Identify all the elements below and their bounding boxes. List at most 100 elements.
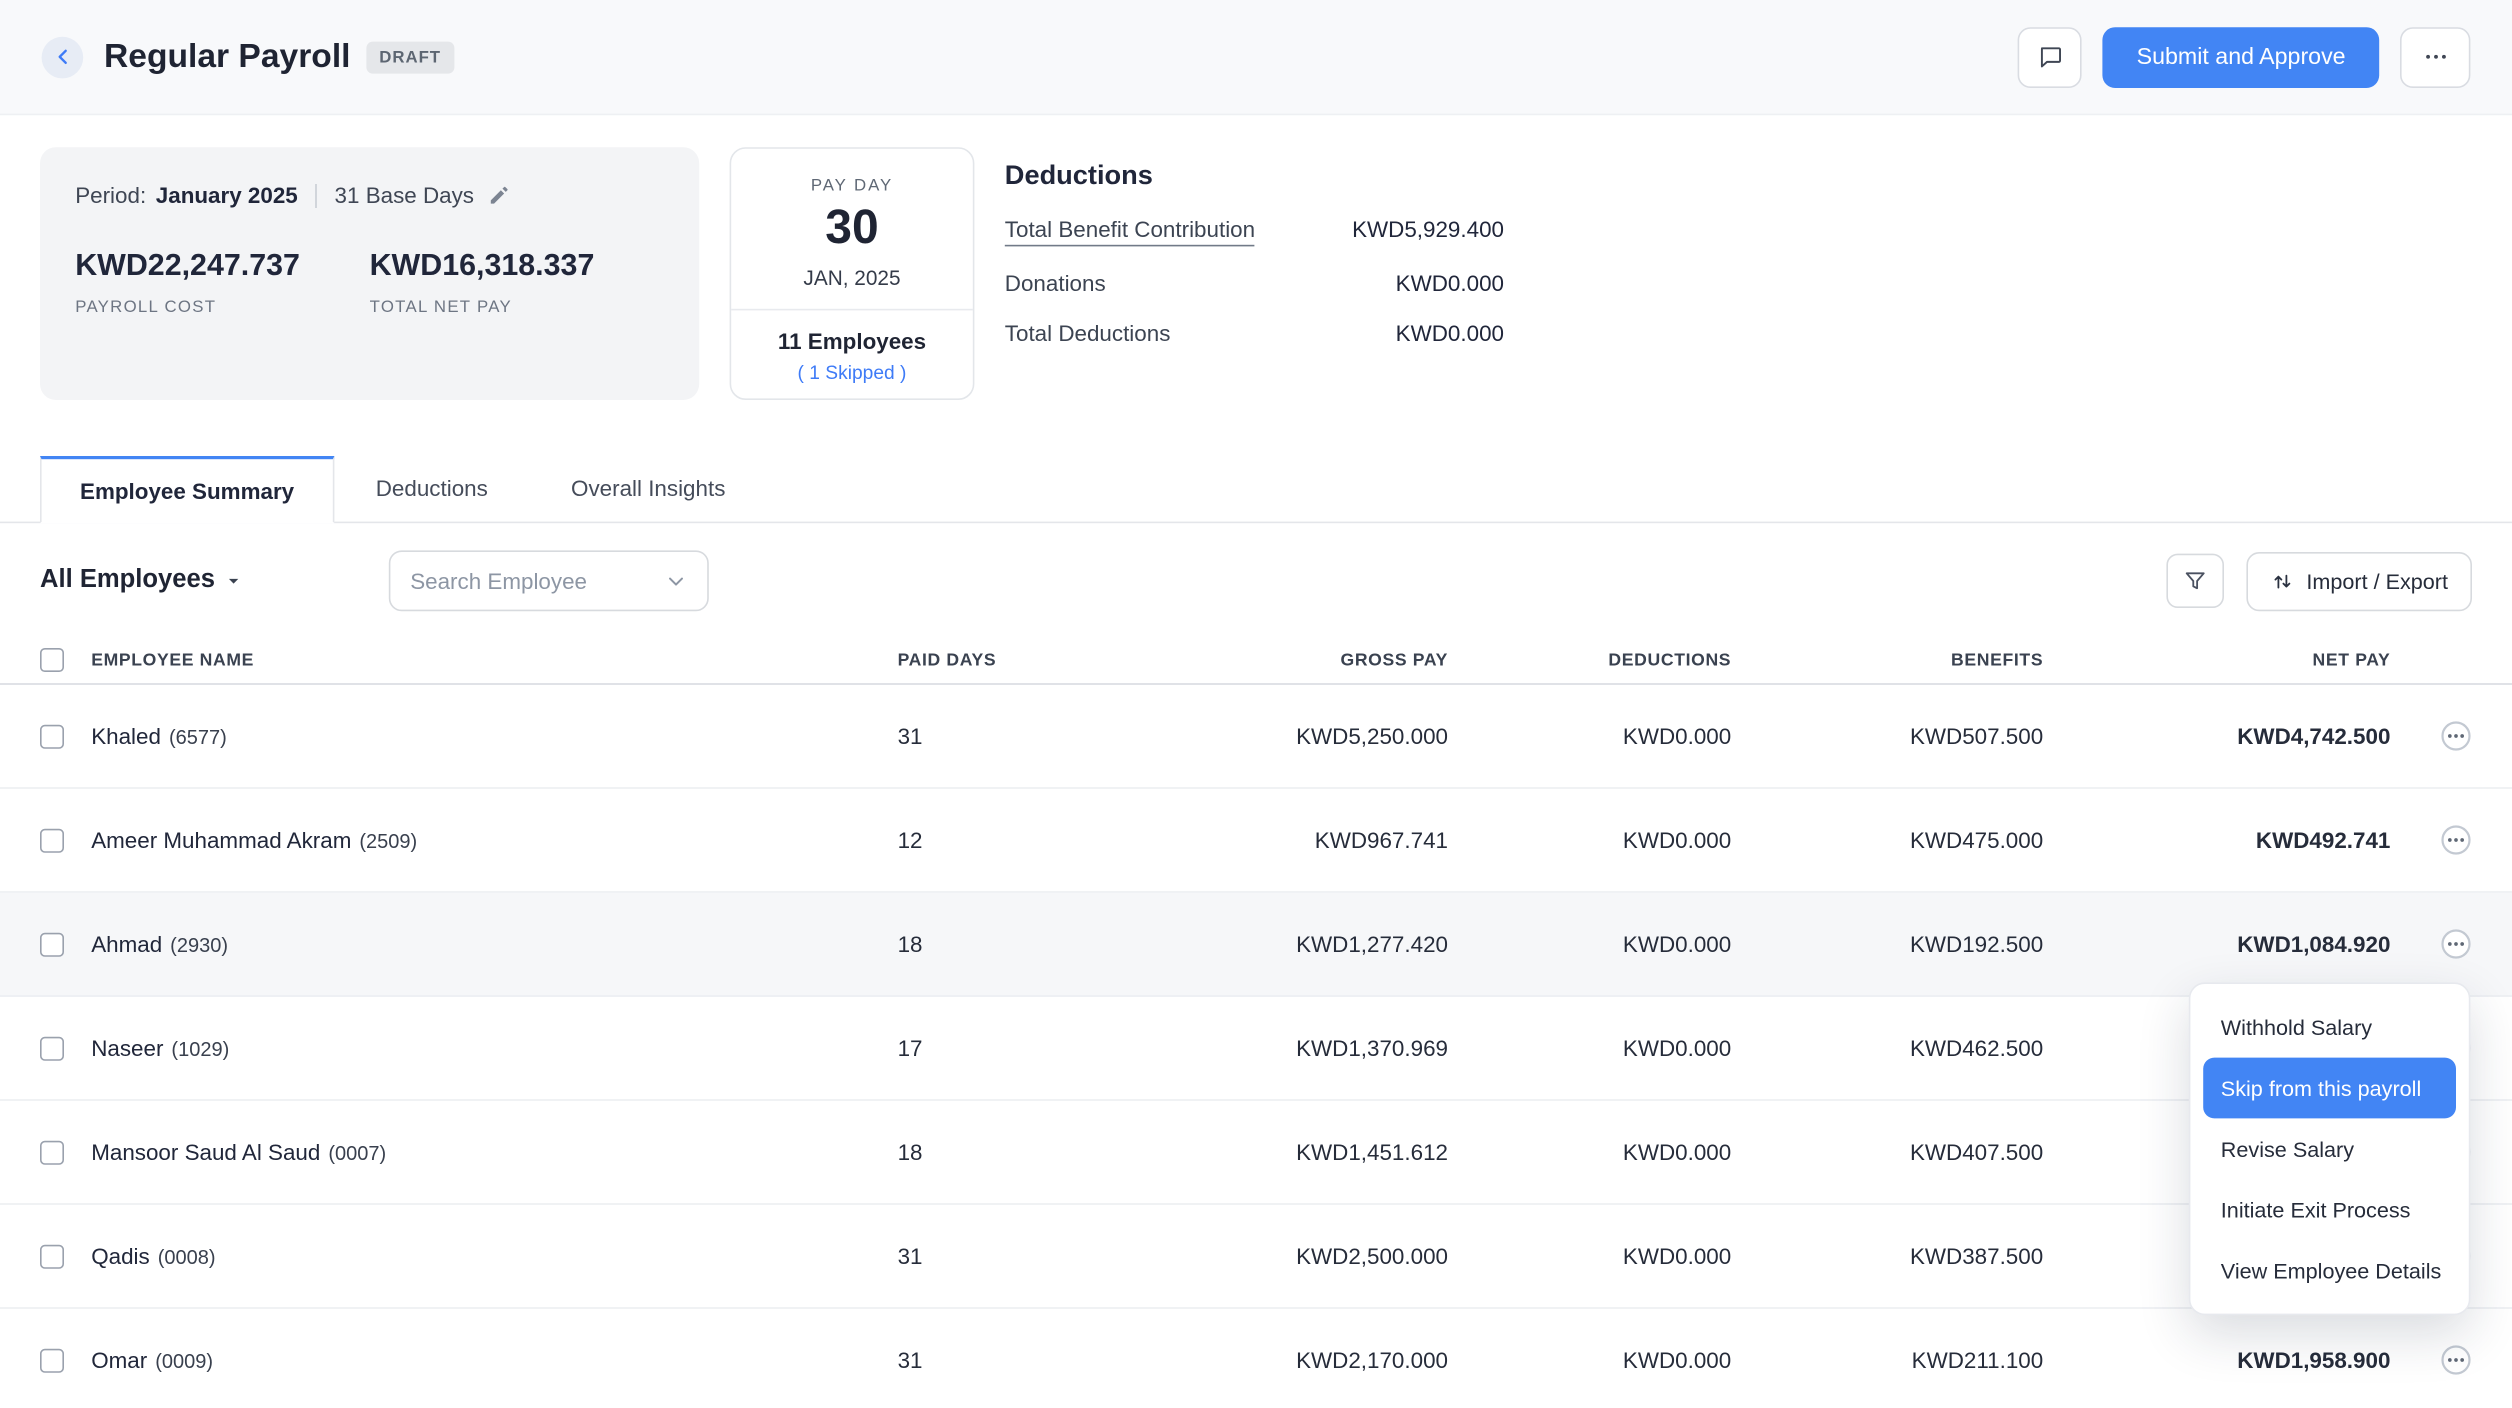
table-row[interactable]: Omar (0009) 31 KWD2,170.000 KWD0.000 KWD2… bbox=[0, 1309, 2512, 1408]
menu-item-initiate-exit-process[interactable]: Initiate Exit Process bbox=[2220, 1197, 2411, 1222]
table-row[interactable]: Khaled (6577) 31 KWD5,250.000 KWD0.000 KW… bbox=[0, 685, 2512, 789]
donations-label: Donations bbox=[1004, 270, 1106, 296]
gross-pay-cell: KWD1,451.612 bbox=[1296, 1139, 1448, 1165]
select-all-checkbox[interactable] bbox=[40, 648, 64, 672]
col-employee-name: EMPLOYEE NAME bbox=[91, 650, 255, 670]
payday-employees: 11 Employees bbox=[777, 328, 927, 354]
table-row[interactable]: Ameer Muhammad Akram (2509) 12 KWD967.741… bbox=[0, 789, 2512, 893]
employee-name[interactable]: Mansoor Saud Al Saud bbox=[91, 1139, 321, 1165]
deductions-cell: KWD0.000 bbox=[1622, 931, 1732, 957]
row-checkbox[interactable] bbox=[40, 828, 64, 852]
employee-id: (6577) bbox=[168, 726, 227, 749]
employee-name[interactable]: Ahmad bbox=[91, 931, 163, 957]
employee-name[interactable]: Naseer bbox=[91, 1035, 164, 1061]
benefits-cell: KWD211.100 bbox=[1911, 1347, 2044, 1373]
deduction-row: Total Deductions KWD0.000 bbox=[1005, 320, 1504, 346]
import-export-button[interactable]: Import / Export bbox=[2247, 551, 2472, 611]
deductions-cell: KWD0.000 bbox=[1622, 1243, 1732, 1269]
paid-days-cell: 31 bbox=[897, 723, 923, 749]
import-export-label: Import / Export bbox=[2306, 568, 2448, 593]
employee-id: (1029) bbox=[171, 1038, 230, 1061]
menu-item-withhold-salary[interactable]: Withhold Salary bbox=[2220, 1015, 2373, 1040]
menu-item-skip-from-payroll[interactable]: Skip from this payroll bbox=[2203, 1057, 2456, 1119]
chevron-down-icon[interactable] bbox=[665, 569, 689, 593]
employee-filter-label: All Employees bbox=[40, 566, 215, 594]
employee-id: (0007) bbox=[328, 1142, 387, 1165]
table-row[interactable]: Naseer (1029) 17 KWD1,370.969 KWD0.000 KW… bbox=[0, 997, 2512, 1101]
more-options-button[interactable] bbox=[2400, 26, 2471, 88]
total-deductions-label: Total Deductions bbox=[1004, 320, 1171, 346]
row-checkbox[interactable] bbox=[40, 932, 64, 956]
gross-pay-cell: KWD2,170.000 bbox=[1296, 1347, 1448, 1373]
employee-id: (2509) bbox=[359, 830, 418, 853]
table-row-selected[interactable]: Ahmad (2930) 18 KWD1,277.420 KWD0.000 KWD… bbox=[0, 892, 2512, 997]
search-input[interactable] bbox=[410, 568, 665, 594]
status-badge: DRAFT bbox=[366, 40, 454, 73]
employee-name[interactable]: Omar bbox=[91, 1347, 148, 1373]
funnel-icon bbox=[2186, 572, 2206, 590]
row-actions-button[interactable] bbox=[2438, 822, 2473, 857]
payday-date: JAN, 2025 bbox=[803, 265, 901, 290]
payday-card: PAY DAY 30 JAN, 2025 11 Employees ( 1 Sk… bbox=[729, 147, 975, 400]
edit-period-button[interactable] bbox=[488, 184, 510, 206]
deduction-row: Donations KWD0.000 bbox=[1005, 270, 1504, 296]
deductions-cell: KWD0.000 bbox=[1622, 1035, 1732, 1061]
row-actions-button[interactable] bbox=[2438, 718, 2473, 753]
row-actions-button[interactable] bbox=[2438, 926, 2473, 961]
employee-id: (0008) bbox=[157, 1246, 216, 1269]
table-row[interactable]: Qadis (0008) 31 KWD2,500.000 KWD0.000 KWD… bbox=[0, 1205, 2512, 1309]
chevron-left-icon bbox=[57, 49, 67, 64]
deductions-cell: KWD0.000 bbox=[1622, 827, 1732, 853]
payday-divider bbox=[731, 308, 973, 311]
tab-overall-insights[interactable]: Overall Insights bbox=[571, 475, 726, 501]
row-checkbox[interactable] bbox=[40, 1036, 64, 1060]
menu-item-view-employee-details[interactable]: View Employee Details bbox=[2220, 1258, 2442, 1283]
paid-days-cell: 17 bbox=[897, 1035, 923, 1061]
total-benefit-contribution-label[interactable]: Total Benefit Contribution bbox=[1004, 216, 1256, 247]
gross-pay-cell: KWD2,500.000 bbox=[1296, 1243, 1448, 1269]
filter-button[interactable] bbox=[2167, 553, 2225, 608]
employee-name[interactable]: Ameer Muhammad Akram bbox=[91, 827, 352, 853]
tab-employee-summary[interactable]: Employee Summary bbox=[40, 456, 335, 524]
caret-down-icon bbox=[229, 578, 239, 584]
period-card: Period: January 2025 31 Base Days KWD22,… bbox=[40, 147, 700, 400]
col-benefits: BENEFITS bbox=[1951, 650, 2044, 670]
col-deductions: DEDUCTIONS bbox=[1608, 650, 1732, 670]
import-export-icon bbox=[2275, 573, 2292, 588]
summary-amounts: KWD22,247.737 PAYROLL COST KWD16,318.337… bbox=[75, 250, 664, 317]
pencil-icon bbox=[491, 186, 509, 204]
paid-days-cell: 31 bbox=[897, 1243, 923, 1269]
row-actions-button[interactable] bbox=[2438, 1342, 2473, 1377]
total-net-pay-label: TOTAL NET PAY bbox=[369, 297, 512, 317]
gross-pay-cell: KWD1,370.969 bbox=[1296, 1035, 1448, 1061]
benefits-cell: KWD387.500 bbox=[1909, 1243, 2044, 1269]
row-checkbox[interactable] bbox=[40, 724, 64, 748]
menu-item-revise-salary[interactable]: Revise Salary bbox=[2220, 1136, 2355, 1161]
employee-name[interactable]: Khaled bbox=[91, 723, 161, 749]
employee-filter-dropdown[interactable]: All Employees bbox=[40, 566, 245, 595]
row-checkbox[interactable] bbox=[40, 1140, 64, 1164]
period-label: Period: bbox=[75, 182, 147, 208]
payday-skipped-link[interactable]: ( 1 Skipped ) bbox=[797, 361, 907, 384]
employee-name[interactable]: Qadis bbox=[91, 1243, 150, 1269]
row-checkbox[interactable] bbox=[40, 1348, 64, 1372]
row-context-menu: Withhold Salary Skip from this payroll R… bbox=[2188, 982, 2471, 1316]
tab-deductions[interactable]: Deductions bbox=[375, 475, 488, 501]
circle-ellipsis-icon bbox=[2441, 825, 2471, 855]
net-pay-cell: KWD1,084.920 bbox=[2237, 931, 2391, 957]
payroll-cost-label: PAYROLL COST bbox=[75, 297, 217, 317]
divider bbox=[315, 183, 317, 208]
table-header: EMPLOYEE NAME PAID DAYS GROSS PAY DEDUCT… bbox=[0, 637, 2512, 685]
table-row[interactable]: Mansoor Saud Al Saud (0007) 18 KWD1,451.6… bbox=[0, 1101, 2512, 1205]
benefits-cell: KWD475.000 bbox=[1909, 827, 2044, 853]
paid-days-cell: 18 bbox=[897, 1139, 923, 1165]
filter-bar: All Employees Import / Export bbox=[0, 550, 2512, 612]
benefits-cell: KWD407.500 bbox=[1909, 1139, 2044, 1165]
benefits-cell: KWD192.500 bbox=[1909, 931, 2044, 957]
row-checkbox[interactable] bbox=[40, 1244, 64, 1268]
comments-button[interactable] bbox=[2018, 26, 2083, 88]
back-button[interactable] bbox=[41, 36, 84, 78]
gross-pay-cell: KWD967.741 bbox=[1314, 827, 1448, 853]
payroll-cost-value: KWD22,247.737 bbox=[75, 249, 300, 284]
submit-approve-button[interactable]: Submit and Approve bbox=[2103, 26, 2380, 88]
